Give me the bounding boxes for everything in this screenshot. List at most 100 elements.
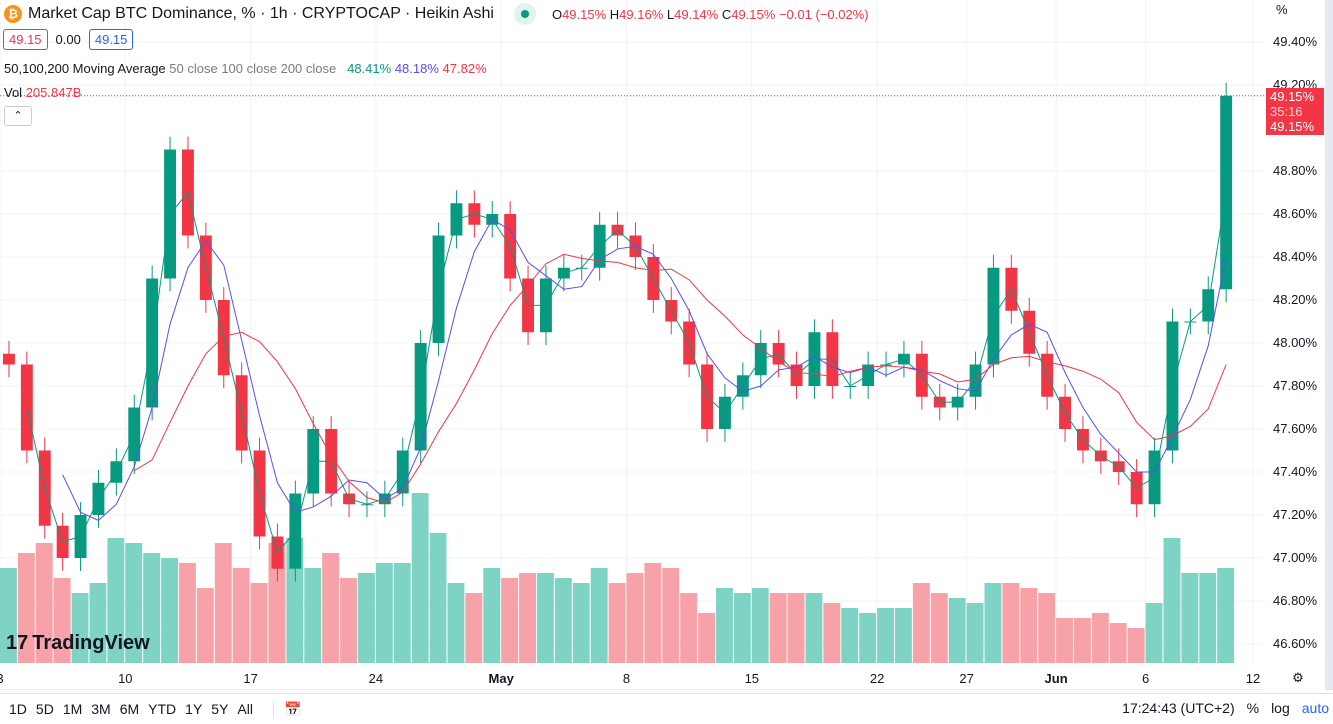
range-button-3m[interactable]: 3M xyxy=(91,701,111,717)
candle-body xyxy=(3,353,15,365)
volume-bar xyxy=(53,578,71,663)
y-tick-label: 46.80% xyxy=(1273,593,1318,608)
volume-bar xyxy=(1145,603,1163,663)
volume-bar xyxy=(1074,618,1091,663)
volume-bar xyxy=(877,608,894,663)
volume-bar xyxy=(1056,618,1073,663)
log-toggle[interactable]: log xyxy=(1271,700,1290,716)
volume-bar xyxy=(286,538,304,663)
volume-bar xyxy=(680,593,698,663)
volume-bar xyxy=(250,583,268,663)
volume-bar xyxy=(1163,538,1181,663)
footer-time[interactable]: 17:24:43 (UTC+2) xyxy=(1122,700,1235,716)
volume-bar xyxy=(71,593,89,663)
settings-gear-icon[interactable]: ⚙ xyxy=(1292,670,1304,685)
range-button-5d[interactable]: 5D xyxy=(35,701,54,717)
volume-bar xyxy=(143,553,161,663)
volume-legend[interactable]: Vol 205.847B xyxy=(4,85,82,100)
range-button-all[interactable]: All xyxy=(237,701,253,717)
volume-bar xyxy=(859,613,877,663)
range-button-1m[interactable]: 1M xyxy=(62,701,83,717)
y-tick-label: 47.20% xyxy=(1273,507,1318,522)
ma100-value: 48.18% xyxy=(394,61,439,76)
bitcoin-icon: ₿ xyxy=(4,5,22,23)
volume-bar xyxy=(590,568,608,663)
range-button-1y[interactable]: 1Y xyxy=(185,701,203,717)
date-range-calendar-icon[interactable]: 📅 xyxy=(272,700,301,718)
volume-bar xyxy=(537,573,554,663)
volume-bar xyxy=(1109,623,1127,663)
y-tick-label: 47.40% xyxy=(1273,464,1318,479)
range-button-5y[interactable]: 5Y xyxy=(211,701,229,717)
scrollbar[interactable] xyxy=(1325,0,1333,690)
volume-bar xyxy=(196,588,214,663)
volume-bar xyxy=(501,578,519,663)
y-tick-label: 47.80% xyxy=(1273,378,1318,393)
y-tick-label: 48.20% xyxy=(1273,292,1318,307)
volume-bar xyxy=(519,573,536,663)
volume-bar xyxy=(393,563,411,663)
y-tick-label: 48.80% xyxy=(1273,163,1318,178)
tradingview-logo[interactable]: 17 TradingView xyxy=(6,632,150,654)
volume-bar xyxy=(1217,568,1235,663)
volume-bar xyxy=(698,613,715,663)
x-tick-label: Jun xyxy=(1044,671,1068,686)
ma200-value: 47.82% xyxy=(442,61,487,76)
y-tick-label: 48.00% xyxy=(1273,335,1318,350)
volume-bar xyxy=(0,568,17,663)
volume-bar xyxy=(465,593,483,663)
volume-bar xyxy=(447,583,465,663)
last-price-tag: 49.15% 35:16 49.15% xyxy=(1266,88,1324,135)
x-tick-label: 22 xyxy=(869,671,885,686)
volume-bar xyxy=(912,583,930,663)
price-chart[interactable] xyxy=(0,0,1265,690)
y-tick-label: 47.00% xyxy=(1273,550,1318,565)
volume-bar xyxy=(179,563,196,663)
volume-bar xyxy=(984,583,1002,663)
bid-button[interactable]: 49.15 xyxy=(3,29,48,50)
ma-legend[interactable]: 50,100,200 Moving Average 50 close 100 c… xyxy=(4,61,487,76)
ma50-value: 48.41% xyxy=(347,61,392,76)
symbol-legend: ₿ Market Cap BTC Dominance, % · 1h · CRY… xyxy=(4,3,869,25)
volume-bar xyxy=(268,543,286,663)
volume-bar xyxy=(644,563,662,663)
x-tick-label: 24 xyxy=(368,671,384,686)
volume-bar xyxy=(948,598,966,663)
market-status-icon xyxy=(513,3,536,25)
y-tick-label: 48.40% xyxy=(1273,249,1318,264)
volume-bar xyxy=(769,593,787,663)
volume-bar xyxy=(232,568,250,663)
y-axis-unit: % xyxy=(1276,2,1288,17)
volume-bar xyxy=(214,543,232,663)
auto-toggle[interactable]: auto xyxy=(1301,700,1329,716)
volume-bar xyxy=(17,553,35,663)
volume-bar xyxy=(1181,573,1199,663)
x-tick-label: 10 xyxy=(118,671,133,686)
y-tick-label: 46.60% xyxy=(1273,636,1318,651)
x-tick-label: 8 xyxy=(622,671,631,686)
volume-bar xyxy=(35,543,53,663)
range-button-1d[interactable]: 1D xyxy=(9,701,27,717)
volume-bar xyxy=(483,568,501,663)
percent-toggle[interactable]: % xyxy=(1246,700,1260,716)
collapse-legend-button[interactable]: ⌃ xyxy=(4,106,32,126)
y-tick-label: 48.60% xyxy=(1273,206,1318,221)
volume-bar xyxy=(322,553,340,663)
quote-row: 49.15 0.00 49.15 xyxy=(3,29,134,50)
candle-body xyxy=(20,364,33,451)
ma50-line xyxy=(26,191,1227,554)
volume-bar xyxy=(1091,613,1109,663)
ask-button[interactable]: 49.15 xyxy=(88,29,134,50)
volume-bar xyxy=(787,593,805,663)
volume-bar xyxy=(733,593,751,663)
volume-bar xyxy=(429,533,447,663)
symbol-title[interactable]: Market Cap BTC Dominance, % · 1h · CRYPT… xyxy=(28,5,494,22)
range-button-ytd[interactable]: YTD xyxy=(148,701,177,717)
range-button-6m[interactable]: 6M xyxy=(119,701,140,717)
x-tick-label: 6 xyxy=(1141,671,1150,686)
volume-bar xyxy=(1002,583,1020,663)
volume-bar xyxy=(358,573,375,663)
volume-bar xyxy=(554,578,572,663)
volume-bar xyxy=(411,493,429,663)
x-tick-label: 27 xyxy=(959,671,974,686)
